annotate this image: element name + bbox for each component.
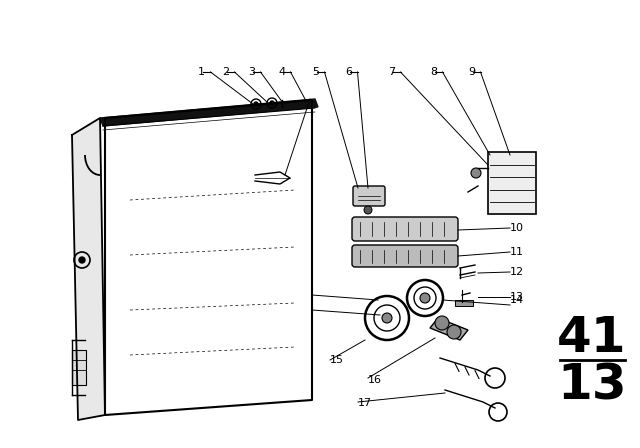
Text: 4: 4 [278, 67, 285, 77]
Text: 13: 13 [510, 292, 524, 302]
Polygon shape [100, 99, 318, 126]
Polygon shape [72, 118, 105, 420]
Circle shape [420, 293, 430, 303]
Circle shape [471, 168, 481, 178]
Bar [72, 350, 86, 385]
Text: 10: 10 [510, 223, 524, 233]
FancyBboxPatch shape [353, 186, 385, 206]
Text: 3: 3 [248, 67, 255, 77]
Text: 6: 6 [345, 67, 352, 77]
Circle shape [364, 206, 372, 214]
Polygon shape [430, 318, 468, 340]
Text: 7: 7 [388, 67, 395, 77]
Text: 1: 1 [198, 67, 205, 77]
Circle shape [79, 257, 85, 263]
FancyBboxPatch shape [352, 217, 458, 241]
Text: 2: 2 [222, 67, 229, 77]
Bar [488, 152, 536, 214]
Text: 12: 12 [510, 267, 524, 277]
Text: 8: 8 [430, 67, 437, 77]
Text: 16: 16 [368, 375, 382, 385]
Text: 41: 41 [557, 314, 627, 362]
FancyBboxPatch shape [352, 245, 458, 267]
Circle shape [435, 316, 449, 330]
Circle shape [270, 101, 274, 105]
Text: 17: 17 [358, 398, 372, 408]
Text: 9: 9 [468, 67, 475, 77]
Circle shape [254, 102, 258, 106]
Text: 14: 14 [510, 295, 524, 305]
Text: 5: 5 [312, 67, 319, 77]
Text: 13: 13 [557, 361, 627, 409]
Bar [455, 300, 473, 306]
Text: 11: 11 [510, 247, 524, 257]
Circle shape [382, 313, 392, 323]
Circle shape [447, 325, 461, 339]
Text: 15: 15 [330, 355, 344, 365]
